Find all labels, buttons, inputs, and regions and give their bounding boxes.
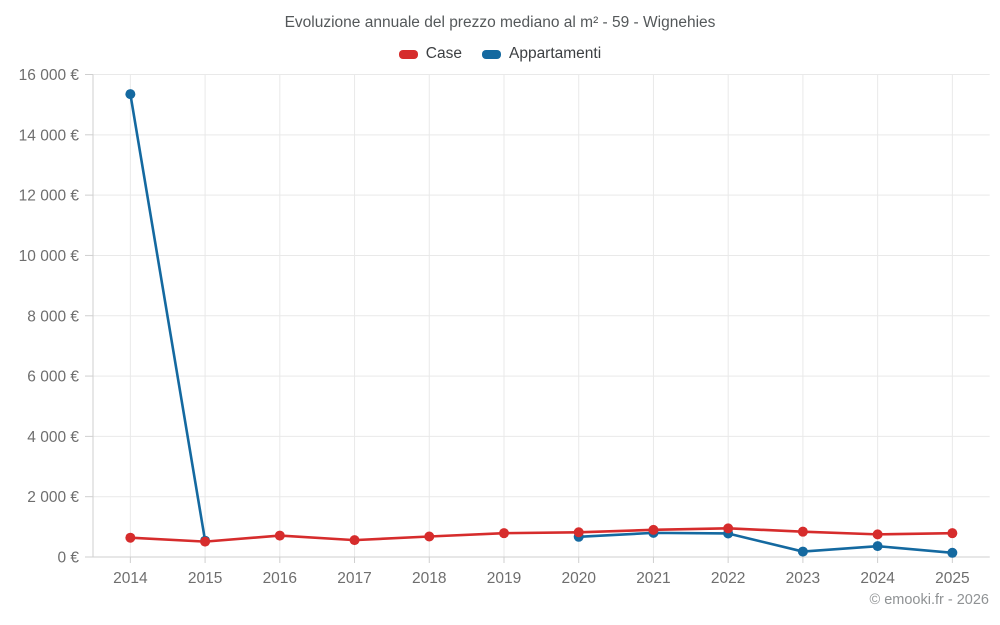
x-axis-tick-label: 2014: [113, 570, 148, 587]
appartamenti-legend-swatch: [481, 49, 501, 59]
x-axis-tick-label: 2020: [561, 570, 596, 587]
series-line-appartamenti: [578, 531, 953, 555]
copyright-text: © emooki.fr - 2026: [869, 592, 989, 608]
x-axis-tick-label: 2021: [636, 570, 670, 587]
data-point-appartamenti[interactable]: [947, 547, 958, 558]
y-axis-tick-label: 2 000 €: [27, 489, 79, 506]
data-point-case[interactable]: [349, 535, 360, 546]
data-point-appartamenti[interactable]: [125, 89, 136, 100]
y-axis-tick-label: 8 000 €: [27, 308, 79, 325]
data-point-case[interactable]: [947, 528, 958, 539]
x-axis-tick-label: 2018: [412, 570, 446, 587]
data-point-case[interactable]: [424, 531, 435, 542]
case-legend-swatch: [398, 49, 418, 59]
x-axis-tick-label: 2019: [487, 570, 521, 587]
data-point-case[interactable]: [498, 528, 509, 539]
x-axis-tick-label: 2023: [786, 570, 820, 587]
appartamenti-legend-label: Appartamenti: [508, 45, 602, 62]
series-line-appartamenti: [129, 93, 207, 541]
y-axis-tick-label: 14 000 €: [19, 127, 80, 144]
y-axis-tick-label: 12 000 €: [19, 188, 80, 205]
data-point-case[interactable]: [872, 529, 883, 540]
data-point-case[interactable]: [648, 524, 659, 535]
y-axis-tick-label: 16 000 €: [19, 67, 80, 84]
data-point-appartamenti[interactable]: [872, 541, 883, 552]
y-axis-tick-label: 6 000 €: [27, 369, 79, 386]
data-point-case[interactable]: [200, 536, 211, 547]
data-point-appartamenti[interactable]: [797, 546, 808, 557]
data-point-case[interactable]: [573, 527, 584, 538]
x-axis-tick-label: 2016: [263, 570, 297, 587]
data-point-case[interactable]: [125, 532, 136, 543]
series-line-case: [130, 527, 953, 543]
y-axis-tick-label: 10 000 €: [19, 248, 80, 265]
data-point-case[interactable]: [797, 526, 808, 537]
data-point-case[interactable]: [723, 523, 734, 534]
x-axis-tick-label: 2015: [188, 570, 222, 587]
case-legend-label: Case: [425, 45, 462, 62]
chart-legend: Case Appartamenti: [0, 45, 1000, 63]
x-axis-tick-label: 2022: [711, 570, 745, 587]
y-axis-tick-label: 4 000 €: [27, 429, 79, 446]
legend-item-appartamenti[interactable]: Appartamenti: [481, 45, 602, 63]
x-axis-tick-label: 2025: [935, 570, 969, 587]
y-axis-tick-label: 0 €: [57, 550, 79, 567]
page-title: Evoluzione annuale del prezzo mediano al…: [284, 14, 716, 31]
x-axis-tick-label: 2017: [337, 570, 371, 587]
legend-item-case[interactable]: Case: [398, 45, 462, 63]
x-axis-tick-label: 2024: [860, 570, 895, 587]
data-point-case[interactable]: [274, 530, 285, 541]
